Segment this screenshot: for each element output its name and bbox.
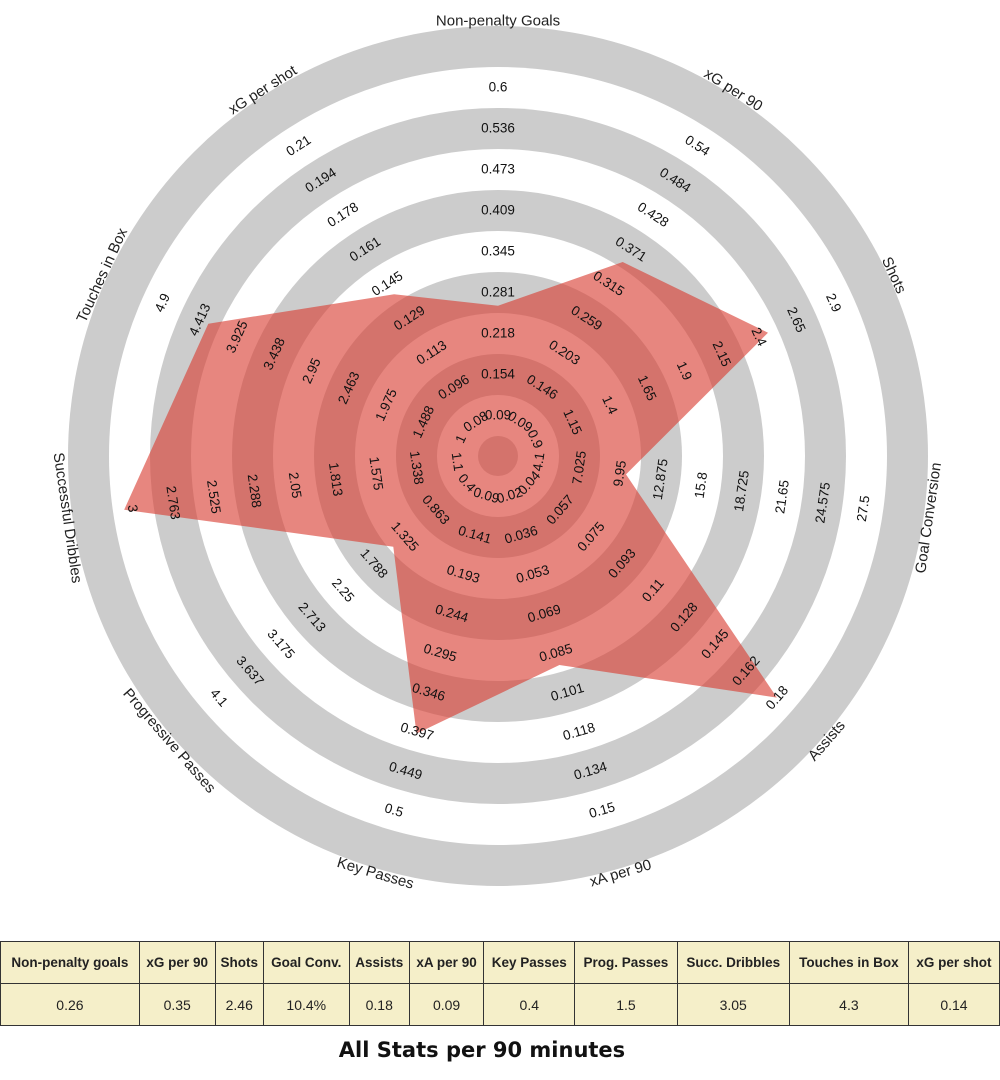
value-cell: 0.35 (138, 983, 216, 1026)
tick-label: 27.5 (854, 494, 873, 522)
tick-label: 0.6 (489, 80, 508, 95)
tick-label: 0.536 (481, 121, 515, 136)
tick-label: 0.281 (481, 285, 515, 300)
value-cell: 0.14 (907, 983, 1000, 1026)
tick-label: 0.15 (587, 799, 616, 821)
tick-label: 2.525 (204, 479, 224, 515)
header-cell: Prog. Passes (574, 941, 678, 984)
tick-label: 7.025 (569, 450, 589, 486)
tick-label: 2.288 (245, 473, 265, 509)
tick-label: 0.09 (485, 408, 511, 423)
tick-label: 0.02 (495, 484, 524, 506)
value-cell: 0.4 (483, 983, 576, 1026)
value-cell: 0.26 (0, 983, 140, 1026)
radar-chart: 0.09 0.154 0.218 0.281 0.345 0.409 0.473 0.536 0… (50, 13, 945, 893)
header-cell: Touches in Box (788, 941, 909, 984)
tick-label: 12.875 (650, 458, 671, 501)
tick-label: 2.05 (286, 471, 305, 499)
stats-table: Non-penalty goals xG per 90 Shots Goal C… (0, 941, 1000, 1026)
header-cell: xG per shot (907, 941, 1000, 984)
stats-value-row: 0.26 0.35 2.46 10.4% 0.18 0.09 0.4 1.5 3… (0, 983, 1000, 1026)
value-cell: 10.4% (262, 983, 350, 1026)
tick-label: 1.1 (449, 451, 467, 472)
tick-label: 3 (125, 504, 141, 514)
header-cell: Key Passes (483, 941, 576, 984)
header-cell: Assists (348, 941, 410, 984)
header-cell: xA per 90 (408, 941, 485, 984)
tick-label: 1.575 (366, 456, 386, 492)
tick-label: 0.154 (481, 367, 515, 382)
tick-label: 0.5 (383, 800, 405, 820)
tick-label: 9.95 (610, 459, 629, 487)
tick-label: 0.9 (525, 427, 546, 450)
tick-label: 4.9 (152, 291, 173, 314)
stats-header-row: Non-penalty goals xG per 90 Shots Goal C… (0, 941, 1000, 984)
value-cell: 2.46 (214, 983, 264, 1026)
tick-label: 2.9 (823, 291, 844, 314)
tick-label: 1.4 (599, 393, 621, 417)
header-cell: Non-penalty goals (0, 941, 140, 984)
tick-label: 1.338 (407, 450, 427, 486)
tick-label: 2.763 (163, 485, 183, 521)
header-cell: Succ. Dribbles (676, 941, 790, 984)
tick-label: 0.218 (481, 326, 515, 341)
tick-label: 18.725 (731, 469, 752, 512)
axis-label: Non-penalty Goals (436, 13, 560, 30)
value-cell: 0.18 (348, 983, 410, 1026)
value-cell: 4.3 (788, 983, 909, 1026)
player-polygon (124, 262, 777, 734)
value-cell: 0.09 (408, 983, 485, 1026)
tick-label: 21.65 (772, 479, 792, 515)
header-cell: Shots (214, 941, 264, 984)
tick-label: 2.4 (748, 325, 770, 349)
value-cell: 3.05 (676, 983, 790, 1026)
tick-label: 24.575 (812, 481, 833, 524)
tick-label: 15.8 (692, 471, 711, 499)
header-cell: xG per 90 (138, 941, 216, 984)
tick-label: 0.473 (481, 162, 515, 177)
tick-label: 0.409 (481, 203, 515, 218)
value-cell: 1.5 (574, 983, 678, 1026)
tick-label: 1.9 (674, 359, 695, 382)
tick-label: 4.1 (530, 451, 548, 472)
header-cell: Goal Conv. (262, 941, 350, 984)
tick-label: 1.813 (326, 462, 346, 498)
tick-label: 0.345 (481, 244, 515, 259)
tick-label: 0.09 (472, 484, 501, 506)
chart-caption: All Stats per 90 minutes (338, 1038, 626, 1062)
